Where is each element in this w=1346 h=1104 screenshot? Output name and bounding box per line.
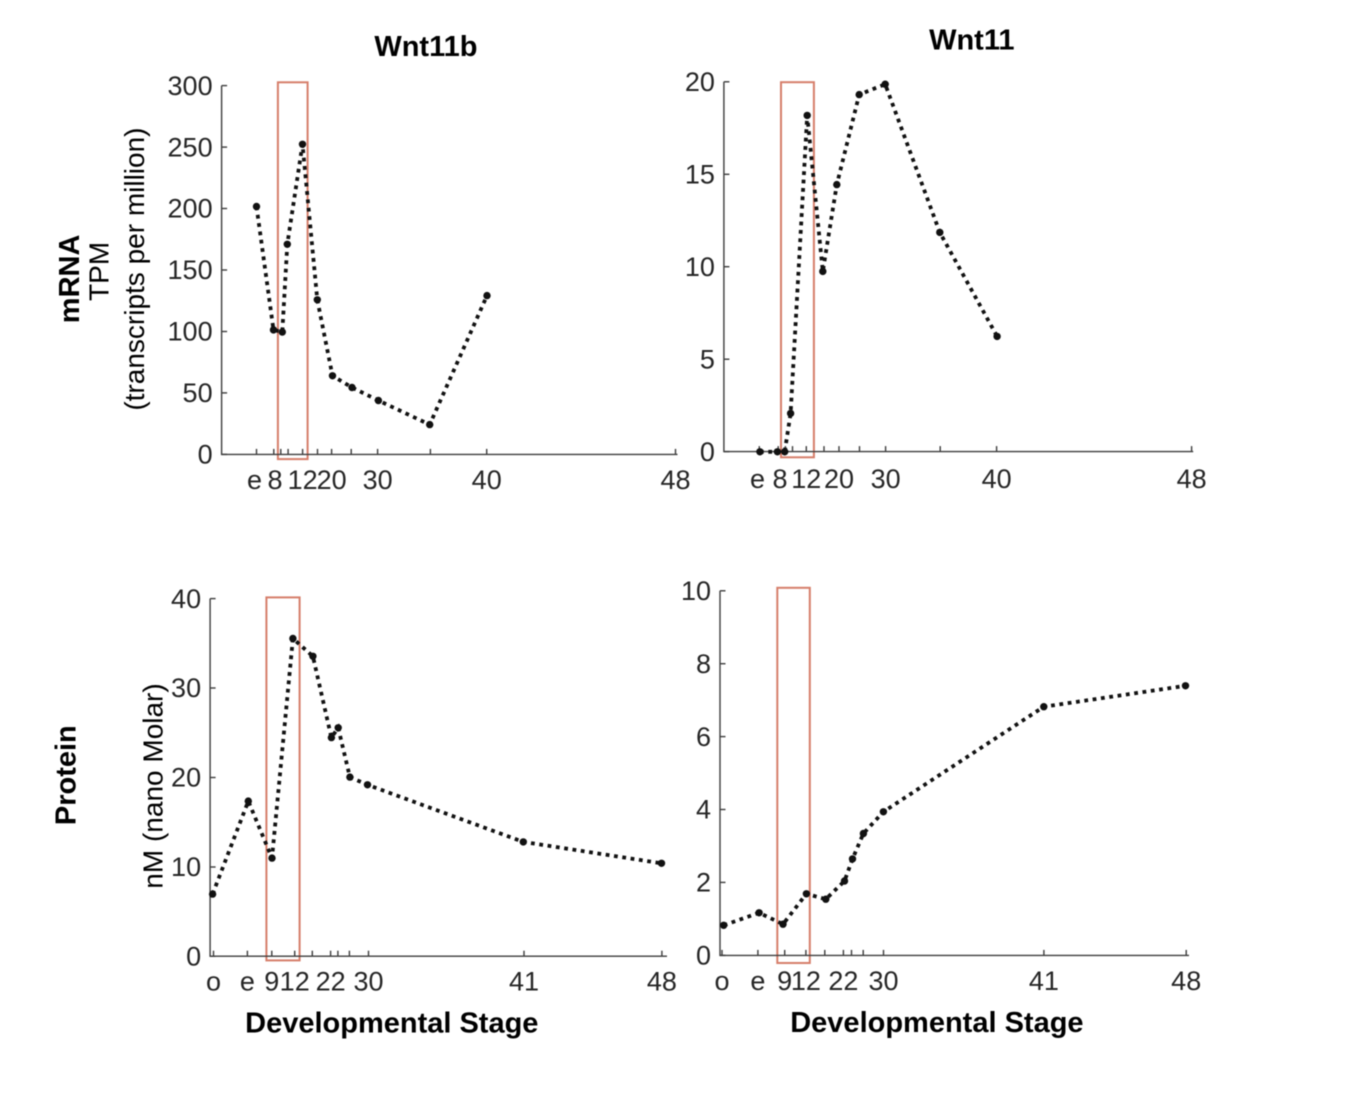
svg-text:15: 15 <box>685 160 715 190</box>
svg-text:12: 12 <box>288 465 318 495</box>
svg-text:150: 150 <box>168 255 213 285</box>
svg-text:mRNA: mRNA <box>54 235 86 324</box>
svg-text:40: 40 <box>472 465 502 495</box>
svg-text:0: 0 <box>186 941 201 971</box>
svg-text:40: 40 <box>171 584 201 614</box>
svg-text:30: 30 <box>871 464 901 494</box>
svg-text:100: 100 <box>168 317 213 347</box>
svg-text:200: 200 <box>168 194 213 224</box>
svg-text:9: 9 <box>264 967 279 997</box>
svg-text:nM (nano Molar): nM (nano Molar) <box>137 683 168 888</box>
svg-text:30: 30 <box>171 673 201 703</box>
svg-text:48: 48 <box>647 967 677 997</box>
svg-text:o: o <box>714 966 729 996</box>
svg-text:20: 20 <box>171 763 201 793</box>
svg-text:20: 20 <box>824 464 854 494</box>
svg-text:250: 250 <box>168 132 213 162</box>
svg-text:10: 10 <box>685 252 715 282</box>
svg-text:TPM: TPM <box>83 242 114 301</box>
svg-text:8: 8 <box>267 465 282 495</box>
svg-text:e: e <box>750 464 765 494</box>
svg-text:30: 30 <box>353 967 383 997</box>
svg-text:0: 0 <box>696 941 711 971</box>
svg-text:30: 30 <box>363 465 393 495</box>
svg-text:50: 50 <box>183 378 213 408</box>
svg-text:9: 9 <box>777 966 792 996</box>
svg-text:0: 0 <box>700 437 715 467</box>
svg-text:40: 40 <box>982 464 1012 494</box>
svg-text:22: 22 <box>828 966 858 996</box>
svg-text:6: 6 <box>696 722 711 752</box>
svg-text:e: e <box>240 967 255 997</box>
svg-text:5: 5 <box>700 344 715 374</box>
svg-text:o: o <box>206 967 221 997</box>
svg-text:8: 8 <box>772 464 787 494</box>
svg-text:48: 48 <box>660 465 690 495</box>
svg-text:30: 30 <box>868 966 898 996</box>
svg-text:(transcripts per million): (transcripts per million) <box>119 128 150 411</box>
svg-text:10: 10 <box>681 576 711 606</box>
svg-text:4: 4 <box>696 795 711 825</box>
svg-text:12: 12 <box>791 464 821 494</box>
svg-text:8: 8 <box>696 649 711 679</box>
svg-text:Protein: Protein <box>50 725 82 825</box>
svg-text:Developmental Stage: Developmental Stage <box>790 1007 1083 1039</box>
svg-text:Wnt11: Wnt11 <box>929 24 1014 56</box>
svg-text:Wnt11b: Wnt11b <box>374 31 477 63</box>
svg-text:41: 41 <box>1029 966 1059 996</box>
svg-text:48: 48 <box>1171 966 1201 996</box>
svg-text:48: 48 <box>1177 464 1207 494</box>
svg-text:300: 300 <box>168 71 213 101</box>
svg-text:41: 41 <box>509 967 539 997</box>
svg-text:Developmental Stage: Developmental Stage <box>245 1008 538 1040</box>
svg-text:0: 0 <box>198 440 213 470</box>
svg-text:20: 20 <box>685 67 715 97</box>
svg-text:2: 2 <box>696 868 711 898</box>
svg-text:10: 10 <box>171 852 201 882</box>
svg-text:e: e <box>750 966 765 996</box>
svg-text:12: 12 <box>791 966 821 996</box>
svg-text:e: e <box>247 465 262 495</box>
svg-text:20: 20 <box>317 465 347 495</box>
svg-text:22: 22 <box>316 967 346 997</box>
svg-text:12: 12 <box>280 967 310 997</box>
